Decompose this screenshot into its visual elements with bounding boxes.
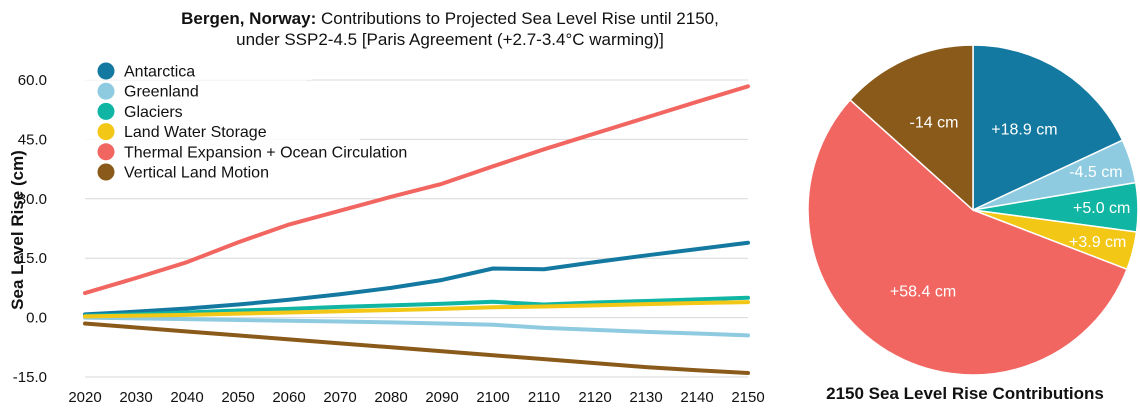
legend-label: Thermal Expansion + Ocean Circulation xyxy=(124,144,407,161)
legend-backdrop xyxy=(84,80,306,101)
legend-backdrop xyxy=(84,120,360,141)
x-tick-label: 2100 xyxy=(476,389,509,406)
pie-label-greenland: -4.5 cm xyxy=(1069,164,1122,181)
chart-title-text: Contributions to Projected Sea Level Ris… xyxy=(316,9,719,28)
series-line-vertical-land-motion xyxy=(83,321,750,376)
series-line-greenland xyxy=(83,315,750,338)
legend-marker xyxy=(97,62,115,80)
x-tick-label: 2110 xyxy=(528,389,560,406)
legend-label: Land Water Storage xyxy=(124,124,267,141)
pie-slice-vertical-land-motion xyxy=(849,44,974,212)
x-tick-label: 2120 xyxy=(578,389,611,406)
line-chart: -15.0 0.0 15.0 30.0 45.0 60.0 2020 2030 2040 2050… xyxy=(8,60,765,406)
legend-marker xyxy=(97,102,115,120)
y-tick-label: 30.0 xyxy=(18,191,47,208)
y-tick-label: 15.0 xyxy=(18,250,47,267)
pie-label-glaciers: +5.0 cm xyxy=(1073,200,1130,217)
x-tick-label: 2060 xyxy=(272,389,305,406)
y-tick-label: -15.0 xyxy=(13,369,47,386)
x-tick-label: 2140 xyxy=(680,389,713,406)
x-tick-label: 2070 xyxy=(323,389,356,406)
pie-label-land-water-storage: +3.9 cm xyxy=(1069,234,1126,251)
y-tick-label: 45.0 xyxy=(18,131,47,148)
legend-backdrop xyxy=(84,100,300,121)
y-tick-label: 0.0 xyxy=(26,310,47,327)
series-line-thermal-expansion-ocean-circulation xyxy=(83,84,750,296)
pie-label-vertical-land-motion: -14 cm xyxy=(910,115,959,132)
chart-title: Bergen, Norway: Contributions to Project… xyxy=(90,8,810,50)
legend-backdrop xyxy=(84,60,312,80)
pie-label-antarctica: +18.9 cm xyxy=(991,121,1057,138)
legend-label: Vertical Land Motion xyxy=(124,165,269,182)
legend-backdrop xyxy=(84,140,474,161)
pie-chart-title: 2150 Sea Level Rise Contributions xyxy=(826,384,1104,403)
chart-title-line2: under SSP2-4.5 [Paris Agreement (+2.7-3.… xyxy=(236,30,664,49)
legend-backdrop xyxy=(84,161,372,181)
x-tick-label: 2090 xyxy=(425,389,458,406)
legend-marker xyxy=(97,82,115,100)
legend-marker xyxy=(97,163,115,181)
x-tick-label: 2040 xyxy=(170,389,203,406)
y-tick-label: 60.0 xyxy=(18,72,47,89)
x-tick-label: 2130 xyxy=(629,389,662,406)
legend-marker xyxy=(97,123,115,141)
legend-label: Antarctica xyxy=(124,64,195,81)
legend-label: Glaciers xyxy=(124,104,183,121)
chart-title-location: Bergen, Norway: xyxy=(181,9,317,28)
legend-marker xyxy=(97,143,115,161)
pie-slice-antarctica xyxy=(972,44,1124,212)
series-line-antarctica xyxy=(83,240,750,317)
pie-label-thermal-expansion-ocean-circulation: +58.4 cm xyxy=(890,284,956,301)
series-line-land-water-storage xyxy=(83,300,750,319)
x-tick-label: 2050 xyxy=(221,389,254,406)
x-tick-label: 2150 xyxy=(731,389,764,406)
x-tick-label: 2020 xyxy=(68,389,101,406)
y-axis-label: Sea Level Rise (cm) xyxy=(8,150,27,310)
pie-slice-thermal-expansion-ocean-circulation xyxy=(807,98,1128,376)
legend-label: Greenland xyxy=(124,84,199,101)
series-line-glaciers xyxy=(83,295,750,318)
x-tick-label: 2080 xyxy=(374,389,407,406)
x-tick-label: 2030 xyxy=(119,389,152,406)
